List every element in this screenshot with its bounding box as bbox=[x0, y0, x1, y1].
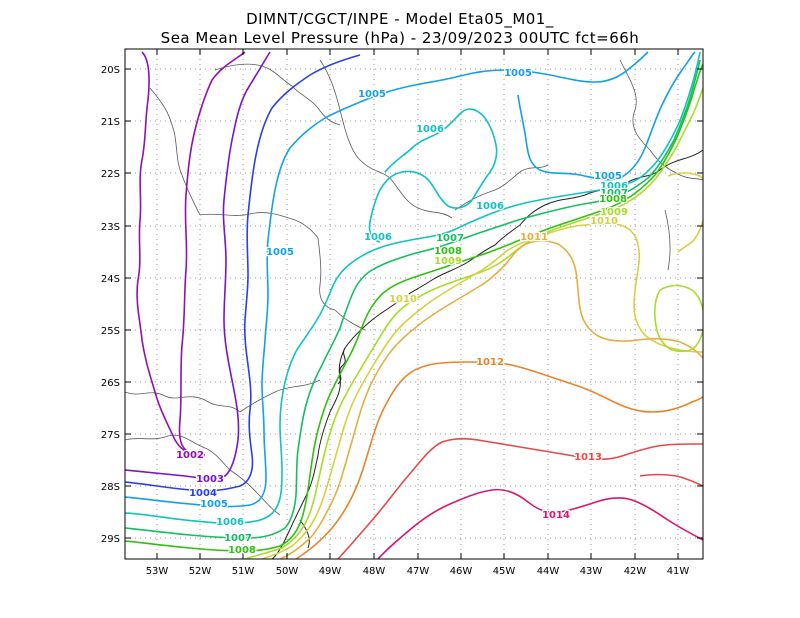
isobar-label-1008: 1008 bbox=[599, 194, 627, 205]
isobar-label-1014: 1014 bbox=[542, 510, 570, 521]
chart-title-line-1: DIMNT/CGCT/INPE - Model Eta05_M01_ bbox=[246, 10, 554, 28]
lat-label: 24S bbox=[101, 274, 120, 285]
lon-label: 47W bbox=[407, 566, 430, 577]
lat-label: 21S bbox=[101, 117, 120, 128]
lon-label: 45W bbox=[493, 566, 516, 577]
lat-label: 27S bbox=[101, 430, 120, 441]
lat-label: 23S bbox=[101, 222, 120, 233]
isobar-1004 bbox=[125, 54, 361, 492]
axis-ticks bbox=[125, 49, 703, 559]
lon-label: 51W bbox=[232, 566, 255, 577]
coastline bbox=[271, 149, 703, 559]
isobar-label-1002: 1002 bbox=[176, 450, 204, 461]
isobar-1006 bbox=[125, 51, 701, 525]
lon-label: 43W bbox=[580, 566, 603, 577]
isobar-label-1006: 1006 bbox=[216, 517, 244, 528]
lon-label: 50W bbox=[276, 566, 299, 577]
isobar-1003 bbox=[125, 51, 271, 480]
lon-label: 49W bbox=[319, 566, 342, 577]
lon-label: 41W bbox=[667, 566, 690, 577]
isobar-label-1005: 1005 bbox=[200, 499, 228, 510]
isobar-label-1009: 1009 bbox=[600, 207, 628, 218]
lat-label: 28S bbox=[101, 482, 120, 493]
lon-label: 46W bbox=[450, 566, 473, 577]
isobar-label-1005: 1005 bbox=[266, 247, 294, 258]
isobar-1002 bbox=[136, 51, 206, 456]
isobar-label-1008: 1008 bbox=[434, 246, 462, 257]
isobar-1013 bbox=[337, 437, 703, 559]
isobar-label-1008: 1008 bbox=[228, 545, 256, 556]
isobar-1005 bbox=[125, 51, 649, 508]
isobar-1009 bbox=[244, 87, 703, 559]
lon-label: 53W bbox=[146, 566, 169, 577]
isobar-1007 bbox=[125, 59, 701, 539]
isobar-label-1007: 1007 bbox=[436, 233, 464, 244]
isobar-label-1003: 1003 bbox=[196, 474, 224, 485]
isobar-1008 bbox=[125, 63, 703, 552]
isobar-label-1007: 1007 bbox=[224, 533, 252, 544]
isobar-1014 bbox=[377, 488, 703, 559]
isobar-label-1006: 1006 bbox=[476, 201, 504, 212]
isobar-label-1006: 1006 bbox=[600, 181, 628, 192]
isobar-1006b bbox=[368, 108, 498, 243]
isobar-label-1010: 1010 bbox=[389, 294, 417, 305]
lon-label: 42W bbox=[624, 566, 647, 577]
isobar-label-1006: 1006 bbox=[416, 124, 444, 135]
isobar-label-1005: 1005 bbox=[358, 89, 386, 100]
lat-lon-grid bbox=[125, 49, 703, 559]
lat-label: 26S bbox=[101, 378, 120, 389]
lat-label: 22S bbox=[101, 169, 120, 180]
isobar-1005b bbox=[517, 51, 696, 181]
map-frame bbox=[124, 48, 704, 560]
political-boundaries bbox=[125, 59, 703, 516]
lon-label: 44W bbox=[537, 566, 560, 577]
lat-label: 20S bbox=[101, 65, 120, 76]
isobar-label-1013: 1013 bbox=[574, 452, 602, 463]
isobar-label-1011: 1011 bbox=[520, 232, 548, 243]
isobar-label-1012: 1012 bbox=[476, 357, 504, 368]
lon-label: 52W bbox=[189, 566, 212, 577]
isobar-label-1010: 1010 bbox=[590, 216, 618, 227]
lat-label: 25S bbox=[101, 326, 120, 337]
isobar-1002b bbox=[178, 51, 246, 453]
isobar-1009b bbox=[654, 284, 703, 353]
latitude-labels: 20S 21S 22S 23S 24S 25S 26S 27S 28S 29S bbox=[101, 65, 120, 545]
isobar-label-1005: 1005 bbox=[504, 68, 532, 79]
lat-label: 29S bbox=[101, 534, 120, 545]
isobar-label-1006: 1006 bbox=[364, 232, 392, 243]
isobar-1010b bbox=[667, 172, 703, 253]
longitude-labels: 53W 52W 51W 50W 49W 48W 47W 46W 45W 44W 43W 42W 41W bbox=[146, 566, 690, 577]
isobar-1013b bbox=[639, 473, 703, 487]
isobar-label-1007: 1007 bbox=[600, 188, 628, 199]
chart-title-line-2: Sea Mean Level Pressure (hPa) - 23/09/20… bbox=[160, 29, 640, 47]
isobar-label-1004: 1004 bbox=[189, 488, 217, 499]
isobar-1011 bbox=[279, 240, 703, 559]
lon-label: 48W bbox=[363, 566, 386, 577]
isobar-1012 bbox=[295, 361, 703, 559]
isobar-1010 bbox=[261, 223, 703, 559]
isobar-label-1005: 1005 bbox=[594, 171, 622, 182]
isobar-labels: 1005100510051005100510061006100610061006… bbox=[175, 67, 629, 558]
isobar-contours bbox=[125, 51, 703, 559]
isobar-label-1009: 1009 bbox=[434, 256, 462, 267]
